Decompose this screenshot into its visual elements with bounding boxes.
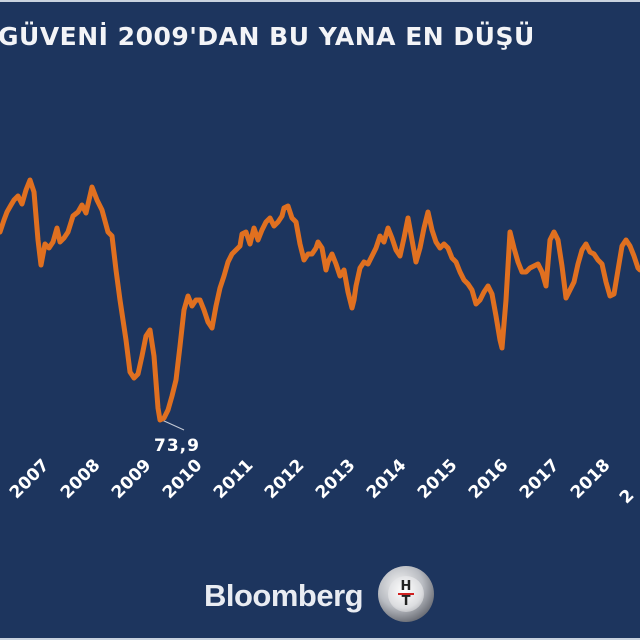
ht-logo-icon: H T	[378, 566, 434, 622]
ht-logo-red-bar	[398, 593, 414, 595]
top-border	[0, 0, 640, 2]
bottom-border	[0, 638, 640, 640]
bloomberg-wordmark: Bloomberg	[204, 578, 364, 613]
consumer-confidence-line	[0, 177, 640, 423]
chart-title: GÜVENİ 2009'DAN BU YANA EN DÜŞÜ	[0, 22, 535, 51]
ht-logo-letter-h: H	[400, 579, 412, 594]
ht-logo-letter-t: T	[401, 594, 411, 609]
annotation-leader-line	[161, 419, 185, 431]
min-value-annotation: 73,9	[154, 436, 200, 456]
ht-logo-inner: H T	[388, 576, 424, 612]
